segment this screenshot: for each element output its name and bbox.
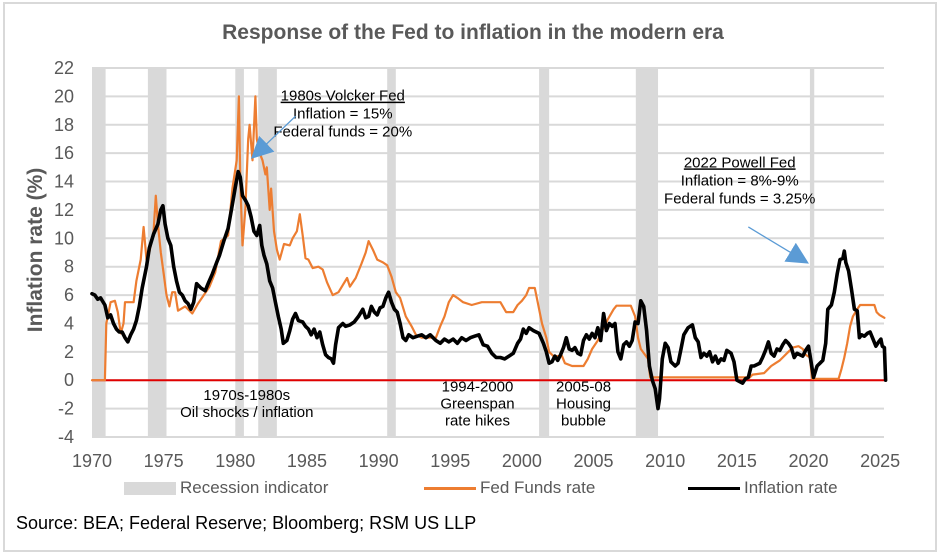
annotation-text: Inflation = 15% xyxy=(293,106,393,123)
annotation-text: Federal funds = 20% xyxy=(273,124,412,141)
x-tick-label: 2010 xyxy=(645,451,685,471)
annotation-title: 1980s Volcker Fed xyxy=(281,88,405,105)
annotation-arrow xyxy=(747,226,809,264)
inflation-line xyxy=(90,169,888,411)
legend-item-inflation: Inflation rate xyxy=(688,478,838,498)
x-tick-label: 1990 xyxy=(359,451,399,471)
annotation-text: bubble xyxy=(561,413,606,430)
y-tick-label: 14 xyxy=(54,172,74,192)
legend-item-fed-funds: Fed Funds rate xyxy=(424,478,595,498)
x-tick-label: 2025 xyxy=(860,451,900,471)
x-tick-label: 2005 xyxy=(574,451,614,471)
x-tick-label: 1980 xyxy=(215,451,255,471)
x-tick-label: 2015 xyxy=(717,451,757,471)
recession-band xyxy=(235,68,244,437)
annotation-text: Housing xyxy=(556,396,611,413)
x-tick-label: 1970 xyxy=(72,451,112,471)
recession-band xyxy=(387,68,396,437)
x-tick-label: 1975 xyxy=(144,451,184,471)
y-tick-label: -4 xyxy=(58,427,74,447)
legend-item-recession: Recession indicator xyxy=(124,478,328,498)
annotation-text: Greenspan xyxy=(440,396,514,413)
annotation-text: Federal funds = 3.25% xyxy=(664,190,815,207)
x-tick-label: 1985 xyxy=(287,451,327,471)
recession-band xyxy=(635,68,659,437)
annotation-text: 2005-08 xyxy=(556,379,611,396)
y-tick-label: -2 xyxy=(58,399,74,419)
recession-swatch xyxy=(124,481,176,495)
x-tick-label: 2020 xyxy=(788,451,828,471)
recession-band xyxy=(809,68,815,437)
source-note: Source: BEA; Federal Reserve; Bloomberg;… xyxy=(16,513,477,533)
y-tick-label: 6 xyxy=(64,285,74,305)
annotation-title: 2022 Powell Fed xyxy=(684,154,796,171)
y-tick-label: 16 xyxy=(54,143,74,163)
y-tick-label: 10 xyxy=(54,228,74,248)
y-tick-label: 22 xyxy=(54,58,74,78)
legend-label: Fed Funds rate xyxy=(480,478,596,497)
recession-band xyxy=(92,68,106,437)
x-tick-labels: 1970 1975 1980 1985 1990 1995 2000 2005 2010 2015… xyxy=(72,451,900,471)
legend-label: Recession indicator xyxy=(180,478,329,497)
series-lines xyxy=(90,95,888,411)
inflation-swatch xyxy=(688,486,740,490)
chart-title: Response of the Fed to inflation in the … xyxy=(222,21,724,44)
fed-funds-line xyxy=(90,95,886,382)
annotation-text: 1970s-1980s xyxy=(203,387,290,404)
recession-band xyxy=(147,68,167,437)
legend-label: Inflation rate xyxy=(744,478,838,497)
y-tick-label: 4 xyxy=(64,313,74,333)
y-tick-label: 12 xyxy=(54,200,74,220)
annotation-text: Oil shocks / inflation xyxy=(180,404,313,421)
y-tick-label: 0 xyxy=(64,370,74,390)
y-tick-label: 8 xyxy=(64,257,74,277)
annotation-text: rate hikes xyxy=(445,413,510,430)
x-tick-label: 2000 xyxy=(502,451,542,471)
y-tick-label: 18 xyxy=(54,115,74,135)
legend: Recession indicator Fed Funds rate Infla… xyxy=(0,478,946,500)
y-tick-label: 20 xyxy=(54,86,74,106)
fed-funds-swatch xyxy=(424,486,476,490)
y-tick-label: 2 xyxy=(64,342,74,362)
annotation-text: Inflation = 8%-9% xyxy=(681,172,799,189)
annotation-arrow xyxy=(250,115,296,159)
x-tick-label: 1995 xyxy=(430,451,470,471)
annotation-text: 1994-2000 xyxy=(442,379,514,396)
recession-band xyxy=(539,68,550,437)
